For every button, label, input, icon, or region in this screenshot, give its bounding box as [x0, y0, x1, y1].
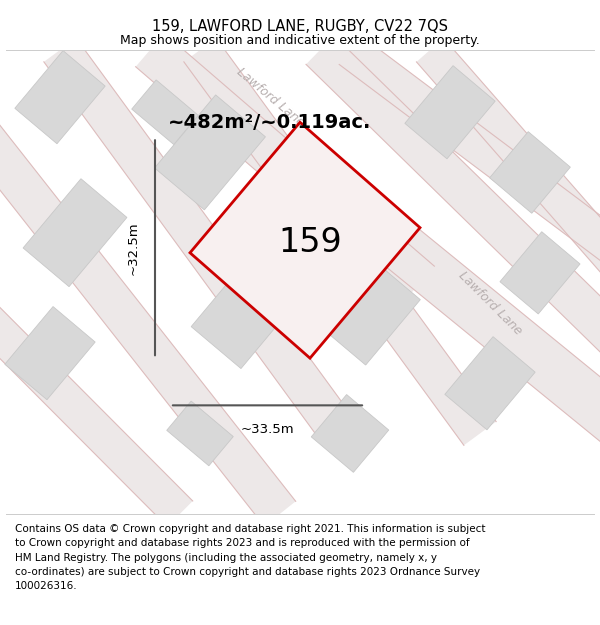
- Polygon shape: [44, 38, 356, 446]
- Polygon shape: [136, 33, 434, 299]
- Text: Map shows position and indicative extent of the property.: Map shows position and indicative extent…: [120, 34, 480, 47]
- Polygon shape: [167, 401, 233, 466]
- Polygon shape: [15, 51, 105, 144]
- Polygon shape: [339, 36, 600, 268]
- Text: ~33.5m: ~33.5m: [241, 423, 295, 436]
- Text: ~32.5m: ~32.5m: [127, 221, 139, 274]
- Polygon shape: [320, 261, 420, 365]
- Text: Contains OS data © Crown copyright and database right 2021. This information is : Contains OS data © Crown copyright and d…: [15, 524, 485, 591]
- Polygon shape: [23, 179, 127, 287]
- Polygon shape: [5, 307, 95, 400]
- Polygon shape: [184, 38, 496, 446]
- Text: Lawford Lane: Lawford Lane: [455, 269, 524, 338]
- Polygon shape: [0, 300, 193, 526]
- Text: 159: 159: [278, 226, 342, 259]
- Text: 159, LAWFORD LANE, RUGBY, CV22 7QS: 159, LAWFORD LANE, RUGBY, CV22 7QS: [152, 19, 448, 34]
- Polygon shape: [405, 66, 495, 159]
- Polygon shape: [0, 120, 296, 526]
- Text: Lawford Lane: Lawford Lane: [233, 65, 307, 129]
- Polygon shape: [294, 153, 600, 453]
- Polygon shape: [306, 36, 600, 367]
- Polygon shape: [500, 232, 580, 314]
- Polygon shape: [155, 95, 265, 210]
- Polygon shape: [416, 38, 600, 325]
- Polygon shape: [490, 132, 571, 213]
- Polygon shape: [191, 258, 299, 369]
- Text: ~482m²/~0.119ac.: ~482m²/~0.119ac.: [169, 112, 371, 132]
- Polygon shape: [132, 80, 198, 144]
- Polygon shape: [190, 122, 420, 358]
- Polygon shape: [311, 394, 389, 472]
- Polygon shape: [445, 337, 535, 430]
